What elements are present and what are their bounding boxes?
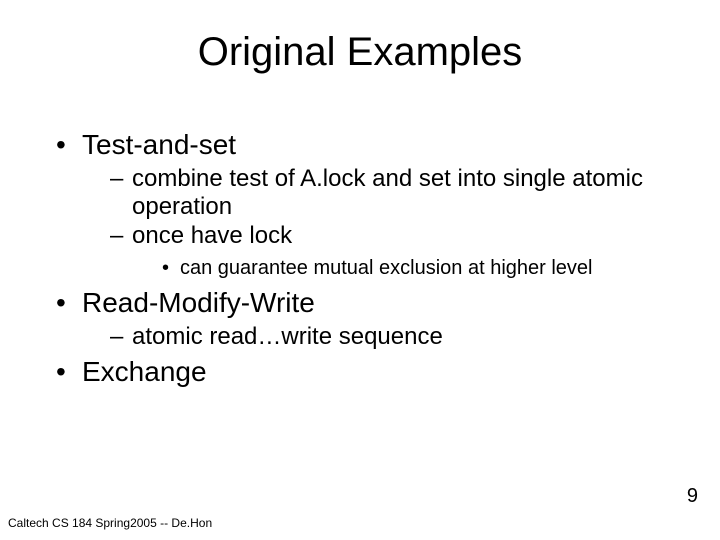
bullet-list-lvl2: combine test of A.lock and set into sing…: [82, 165, 674, 280]
bullet-text: Read-Modify-Write: [82, 287, 315, 318]
list-item: can guarantee mutual exclusion at higher…: [162, 256, 674, 280]
list-item: combine test of A.lock and set into sing…: [110, 165, 674, 222]
bullet-text: Exchange: [82, 356, 207, 387]
bullet-text: atomic read…write sequence: [132, 323, 443, 350]
bullet-list-lvl3: can guarantee mutual exclusion at higher…: [132, 256, 674, 280]
list-item: atomic read…write sequence: [110, 323, 674, 351]
footer-text: Caltech CS 184 Spring2005 -- De.Hon: [8, 516, 212, 530]
list-item: once have lock can guarantee mutual excl…: [110, 222, 674, 280]
list-item: Read-Modify-Write atomic read…write sequ…: [54, 286, 674, 351]
slide-title: Original Examples: [0, 30, 720, 75]
slide-body: Test-and-set combine test of A.lock and …: [54, 128, 674, 390]
bullet-list-lvl1: Test-and-set combine test of A.lock and …: [54, 128, 674, 388]
bullet-text: once have lock: [132, 222, 292, 249]
slide: Original Examples Test-and-set combine t…: [0, 0, 720, 540]
bullet-text: Test-and-set: [82, 129, 236, 160]
bullet-text: can guarantee mutual exclusion at higher…: [180, 257, 592, 279]
bullet-list-lvl2: atomic read…write sequence: [82, 323, 674, 351]
list-item: Exchange: [54, 355, 674, 388]
list-item: Test-and-set combine test of A.lock and …: [54, 128, 674, 280]
bullet-text: combine test of A.lock and set into sing…: [132, 165, 643, 220]
page-number: 9: [687, 485, 698, 508]
